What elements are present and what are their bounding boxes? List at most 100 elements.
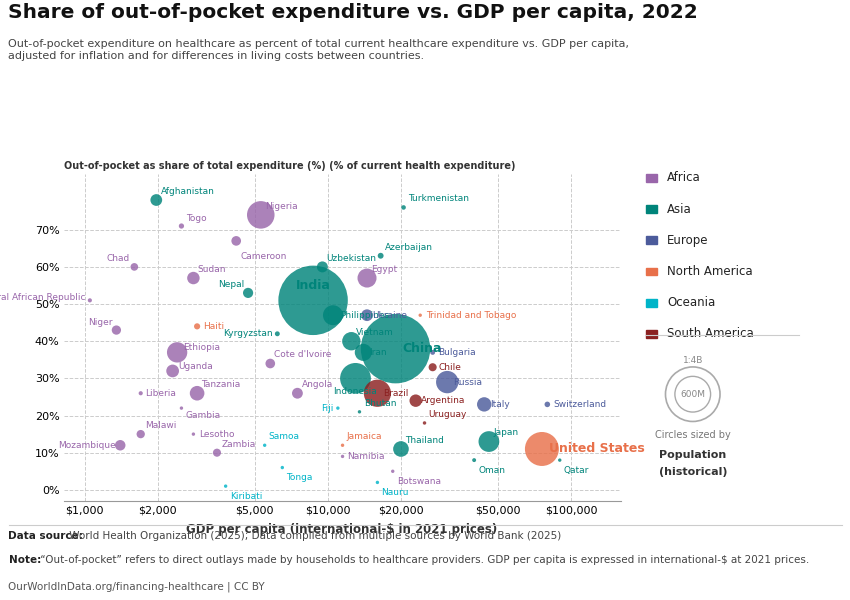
Point [468, 455, 481, 465]
Point [440, 377, 454, 387]
Point [553, 455, 567, 465]
Point [331, 403, 344, 413]
Point [360, 273, 374, 283]
Point [49, 385, 63, 394]
Text: Mozambique: Mozambique [59, 441, 116, 450]
Text: Egypt: Egypt [371, 265, 397, 274]
Text: 1:4B: 1:4B [683, 356, 703, 365]
Point [128, 262, 141, 272]
Text: Indonesia: Indonesia [333, 387, 377, 396]
Point [348, 374, 362, 383]
Point [174, 403, 188, 413]
Text: Iran: Iran [369, 348, 387, 357]
Point [417, 418, 431, 428]
Text: in Data: in Data [724, 28, 772, 41]
Point [371, 388, 384, 398]
Point [170, 347, 184, 357]
Text: Ukraine: Ukraine [372, 311, 407, 320]
Point [113, 440, 127, 450]
Text: Trinidad and Tobago: Trinidad and Tobago [426, 311, 516, 320]
Point [187, 430, 201, 439]
Point [360, 310, 374, 320]
Text: Oman: Oman [479, 466, 505, 475]
Point [409, 396, 422, 406]
Point [241, 288, 255, 298]
Text: Share of out-of-pocket expenditure vs. GDP per capita, 2022: Share of out-of-pocket expenditure vs. G… [8, 3, 698, 22]
Point [258, 440, 271, 450]
Point [264, 359, 277, 368]
Point [478, 400, 491, 409]
Text: Out-of-pocket as share of total expenditure (%) (% of current health expenditure: Out-of-pocket as share of total expendit… [64, 161, 515, 171]
Text: Nauru: Nauru [382, 488, 409, 497]
Text: United States: United States [549, 442, 644, 455]
Text: Uganda: Uganda [178, 362, 213, 371]
Text: Afghanistan: Afghanistan [161, 187, 214, 196]
Text: Ethiopia: Ethiopia [183, 343, 219, 352]
Text: Zambia: Zambia [221, 440, 255, 449]
Text: Qatar: Qatar [564, 466, 589, 475]
Text: Botswana: Botswana [397, 477, 441, 486]
X-axis label: GDP per capita (international-$ in 2021 prices): GDP per capita (international-$ in 2021 … [186, 523, 498, 536]
Text: Fiji: Fiji [321, 404, 334, 413]
Text: Liberia: Liberia [144, 389, 176, 398]
Point [210, 448, 224, 457]
Text: Uzbekistan: Uzbekistan [326, 254, 377, 263]
Text: China: China [403, 342, 442, 355]
Point [394, 444, 408, 454]
Point [270, 329, 284, 338]
Point [371, 478, 384, 487]
Text: (historical): (historical) [659, 467, 727, 478]
Point [541, 400, 554, 409]
Point [336, 440, 349, 450]
Point [386, 466, 400, 476]
Point [315, 262, 329, 272]
Text: Angola: Angola [302, 380, 333, 389]
Text: Togo: Togo [185, 214, 207, 223]
Text: Asia: Asia [667, 203, 692, 215]
Point [187, 273, 201, 283]
Point [413, 310, 427, 320]
Text: Vietnam: Vietnam [355, 328, 394, 337]
Text: OurWorldInData.org/financing-healthcare | CC BY: OurWorldInData.org/financing-healthcare … [8, 582, 265, 592]
Text: Nigeria: Nigeria [265, 202, 298, 211]
Point [218, 481, 232, 491]
Point [353, 407, 366, 416]
Text: Thailand: Thailand [405, 436, 444, 445]
Point [482, 437, 496, 446]
Point [397, 203, 411, 212]
Point [426, 362, 439, 372]
Text: Tonga: Tonga [286, 473, 313, 482]
Point [190, 322, 204, 331]
Text: Jamaica: Jamaica [347, 432, 382, 441]
Text: Out-of-pocket expenditure on healthcare as percent of total current healthcare e: Out-of-pocket expenditure on healthcare … [8, 39, 630, 61]
Text: Note:: Note: [8, 555, 41, 565]
Text: Niger: Niger [88, 318, 112, 327]
Text: Lesotho: Lesotho [199, 430, 235, 439]
Text: Our World: Our World [715, 10, 781, 22]
Text: Uruguay: Uruguay [428, 410, 467, 419]
Point [275, 463, 289, 472]
Text: Switzerland: Switzerland [552, 400, 606, 409]
Text: Gambia: Gambia [185, 411, 221, 420]
Text: Nepal: Nepal [218, 280, 244, 289]
Point [344, 337, 358, 346]
Point [134, 388, 148, 398]
Text: Argentina: Argentina [422, 396, 466, 405]
Text: Central African Republic: Central African Republic [0, 293, 86, 302]
Text: Kyrgyzstan: Kyrgyzstan [224, 329, 273, 338]
Text: Italy: Italy [490, 400, 509, 409]
Text: Africa: Africa [667, 172, 701, 184]
Point [110, 325, 123, 335]
Text: Cameroon: Cameroon [241, 252, 286, 261]
Point [306, 296, 320, 305]
Point [230, 236, 243, 245]
Text: North America: North America [667, 265, 753, 278]
Text: Sudan: Sudan [197, 265, 226, 274]
Point [336, 452, 349, 461]
Text: Oceania: Oceania [667, 296, 716, 309]
Point [326, 310, 340, 320]
Text: Chile: Chile [439, 363, 461, 372]
Text: Tanzania: Tanzania [201, 380, 241, 389]
Text: Namibia: Namibia [347, 452, 384, 461]
Point [166, 366, 179, 376]
